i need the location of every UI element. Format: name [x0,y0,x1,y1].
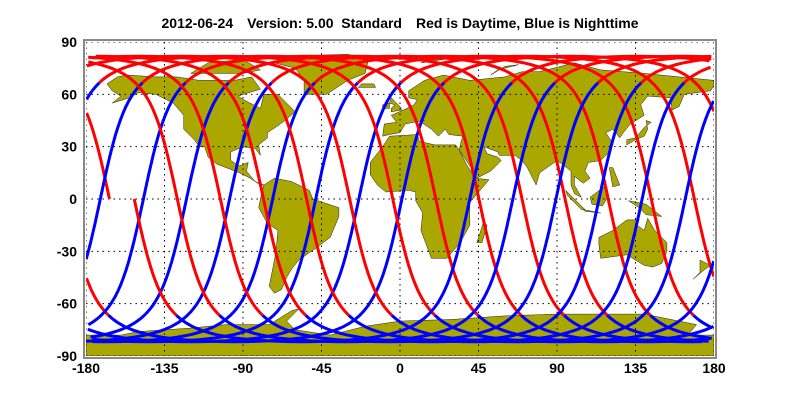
nighttime-track [304,81,643,344]
daytime-track [86,277,110,317]
daytime-track [510,54,710,84]
nighttime-track [87,81,187,326]
x-tick-label: -45 [311,360,331,376]
landmass [626,120,652,146]
daytime-track [95,54,307,317]
y-tick-label: 0 [69,191,77,207]
landmass [609,167,621,188]
landmass [106,74,296,186]
daytime-track [184,54,523,317]
ground-tracks [86,54,714,344]
y-tick-label: -90 [57,348,77,364]
landmass [565,190,586,210]
nighttime-track [86,81,144,260]
daytime-track [399,54,714,277]
nighttime-track [261,81,600,344]
daytime-track [88,55,264,317]
nighttime-track [390,100,714,344]
nighttime-track [347,81,686,344]
landmass [370,134,490,259]
x-tick-label: 45 [471,360,487,376]
nighttime-track [606,314,709,343]
x-tick-label: 135 [624,360,648,376]
daytime-track [683,65,712,84]
nighttime-track [86,81,273,343]
y-tick-label: 30 [61,139,77,155]
landmass [582,209,601,214]
x-tick-label: 0 [396,360,404,376]
daytime-track [132,198,178,317]
x-tick-label: -135 [150,360,178,376]
x-tick-label: 180 [702,360,726,376]
y-tick-label: 90 [61,34,77,50]
daytime-track [86,54,393,317]
daytime-track [227,54,566,317]
nighttime-track [520,314,712,344]
nighttime-track [90,81,230,339]
nighttime-track [86,81,101,101]
y-tick-label: -30 [57,243,77,259]
x-axis-ticks: -180 -135 -90 -45 0 45 90 135 180 [72,360,726,376]
x-tick-label: -180 [72,360,100,376]
y-tick-label: -60 [57,296,77,312]
daytime-track [442,54,714,112]
nighttime-track [218,81,556,344]
nighttime-track [175,81,513,344]
landmass [357,83,377,88]
daytime-track [313,54,652,317]
title-version: Version: 5.00 Standard [247,15,402,31]
title-date: 2012-06-24 [161,15,234,31]
map-title: 2012-06-24 Version: 5.00 Standard Red is D… [0,15,800,31]
nighttime-track [692,314,713,330]
landmass [389,97,403,113]
daytime-track [92,54,350,317]
daytime-track [640,57,712,84]
landmass [273,53,369,95]
daytime-track [86,112,111,200]
y-axis-ticks: 90 60 30 0 -30 -60 -90 [57,34,77,364]
x-tick-label: -90 [233,360,253,376]
daytime-track [88,60,221,317]
title-legend: Red is Daytime, Blue is Nighttime [415,15,639,31]
x-tick-label: 90 [549,360,565,376]
y-tick-label: 60 [61,86,77,102]
daytime-track [98,54,436,317]
daytime-track [270,54,609,317]
daytime-track [141,54,479,317]
